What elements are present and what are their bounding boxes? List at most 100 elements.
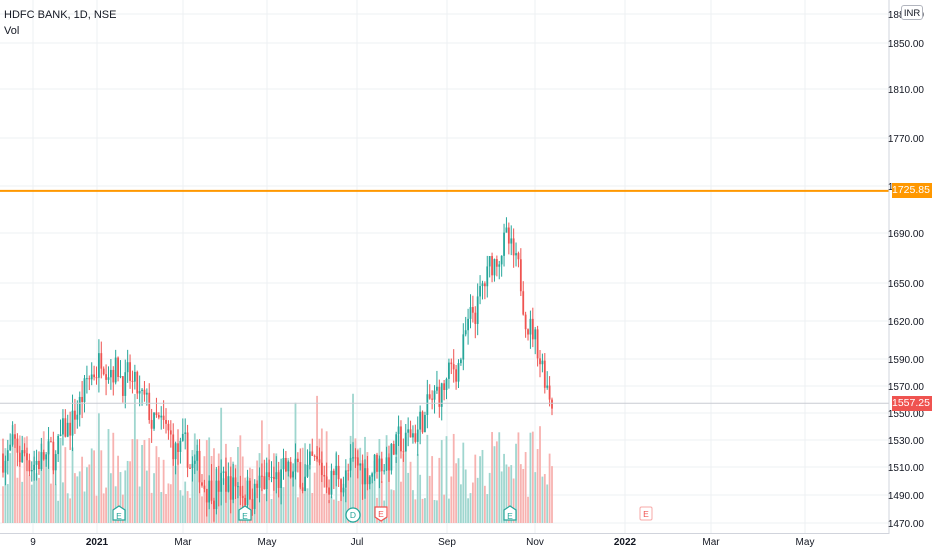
- candle-body: [138, 390, 141, 394]
- volume-bar: [488, 472, 491, 523]
- candle-body: [467, 318, 469, 331]
- candle-body: [258, 475, 261, 488]
- candle-body: [462, 334, 465, 360]
- candle-body: [421, 411, 424, 433]
- volume-bar: [440, 440, 443, 523]
- candle-body: [263, 476, 266, 490]
- volume-bar: [129, 461, 131, 523]
- dividend-event-marker[interactable]: D: [345, 507, 361, 523]
- candle-body: [551, 399, 553, 409]
- candle-body: [500, 255, 503, 265]
- candle-body: [90, 374, 93, 380]
- volume-bar: [299, 484, 302, 523]
- candle-body: [495, 259, 498, 267]
- volume-bar: [536, 449, 539, 523]
- volume-bar: [539, 426, 541, 523]
- candle-body: [217, 480, 220, 492]
- candle-body: [52, 441, 55, 471]
- volume-bar: [541, 476, 544, 523]
- volume-bar: [419, 474, 422, 523]
- candle-body: [428, 394, 431, 399]
- candle-body: [498, 264, 501, 267]
- volume-bar: [157, 457, 160, 523]
- volume-bar: [86, 467, 88, 523]
- time-axis[interactable]: 9 2021 Mar May Jul Sep Nov 2022 Mar May: [30, 537, 814, 548]
- volume-bar: [450, 476, 453, 523]
- volume-bar: [88, 464, 91, 523]
- candle-body: [129, 362, 131, 381]
- candle-body: [340, 479, 342, 493]
- candle-body: [26, 453, 28, 461]
- candle-body: [476, 296, 479, 324]
- volume-bar: [169, 484, 172, 523]
- currency-button[interactable]: INR: [901, 5, 923, 20]
- volume-bar: [35, 473, 38, 523]
- candle-body: [328, 487, 330, 495]
- volume-bar: [459, 484, 462, 523]
- candle-body: [150, 420, 153, 429]
- volume-bar: [9, 453, 12, 523]
- volume-bar: [354, 438, 357, 523]
- candle-body: [4, 460, 7, 473]
- volume-bar: [332, 499, 335, 523]
- volume-bar: [4, 448, 7, 523]
- volume-bar: [205, 440, 208, 523]
- candle-body: [210, 480, 213, 501]
- volume-bar: [107, 429, 110, 523]
- earnings-event-marker[interactable]: E: [112, 505, 126, 521]
- candle-body: [368, 476, 371, 485]
- volume-bar: [388, 453, 390, 523]
- volume-bar: [402, 453, 405, 523]
- candle-body: [11, 434, 14, 445]
- earnings-upcoming-event-marker[interactable]: E: [639, 506, 653, 521]
- candle-body: [469, 307, 472, 319]
- volume-bar: [359, 447, 362, 523]
- candle-body: [515, 253, 517, 256]
- candle-body: [270, 476, 273, 478]
- candle-body: [265, 472, 268, 490]
- candle-body: [359, 463, 362, 466]
- candle-body: [220, 472, 223, 492]
- volume-bar: [452, 433, 455, 523]
- volume-bar: [287, 457, 290, 523]
- volume-bar: [71, 447, 74, 523]
- candle-body: [335, 465, 338, 476]
- symbol-title: HDFC BANK, 1D, NSE: [4, 9, 117, 21]
- candle-body: [452, 364, 455, 370]
- candle-body: [78, 396, 81, 415]
- volume-bar: [131, 439, 134, 523]
- volume-bar: [38, 477, 40, 523]
- volume-bar: [174, 465, 177, 523]
- split-event-marker[interactable]: E: [374, 506, 388, 522]
- time-tick-label: Mar: [702, 537, 720, 548]
- volume-bar: [443, 494, 446, 523]
- volume-bar: [109, 473, 112, 523]
- candle-body: [126, 362, 129, 373]
- volume-bar: [512, 478, 515, 523]
- candle-body: [529, 318, 532, 335]
- volume-bar: [438, 457, 441, 523]
- price-tick-label: 1470.00: [888, 519, 925, 530]
- volume-bar: [26, 436, 28, 523]
- candle-body: [433, 390, 436, 400]
- candle-body: [246, 480, 249, 506]
- earnings-event-marker[interactable]: E: [503, 505, 517, 521]
- candle-body: [313, 455, 316, 457]
- volume-bar: [395, 456, 398, 523]
- price-axis-bg[interactable]: [889, 0, 932, 534]
- volume-bar: [323, 493, 326, 523]
- volume-bar: [371, 471, 374, 523]
- candle-body: [74, 410, 76, 420]
- candle-body: [225, 471, 227, 492]
- volume-bar: [227, 484, 230, 523]
- volume-bar: [268, 444, 271, 523]
- candle-body: [273, 476, 275, 480]
- candle-body: [361, 463, 364, 485]
- candle-body: [241, 495, 244, 498]
- candle-body: [320, 462, 323, 475]
- earnings-event-marker[interactable]: E: [238, 505, 252, 521]
- candle-body: [222, 471, 225, 473]
